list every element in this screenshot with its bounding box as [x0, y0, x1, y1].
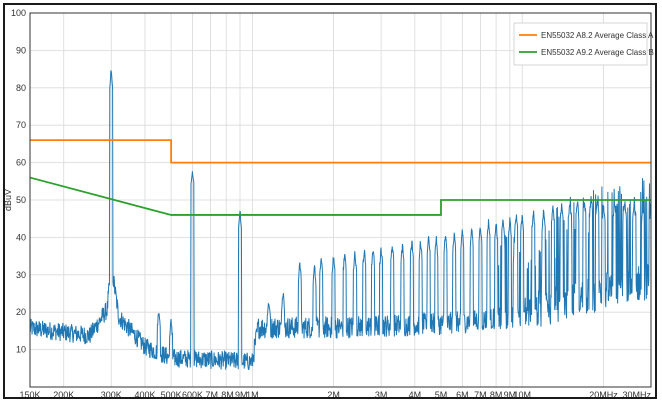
y-tick-label: 50: [16, 195, 26, 205]
x-tick-label: 1M: [246, 390, 259, 397]
y-tick-label: 40: [16, 232, 26, 242]
y-tick-label: 70: [16, 120, 26, 130]
x-tick-label: 2M: [327, 390, 340, 397]
y-tick-label: 20: [16, 307, 26, 317]
x-tick-label: .9M: [232, 390, 247, 397]
x-tick-label: 9M: [504, 390, 517, 397]
limit-lines: [29, 139, 651, 216]
y-tick-label: 90: [16, 45, 26, 55]
x-tick-label: 7M: [474, 390, 487, 397]
y-tick-label: 100: [11, 8, 26, 18]
x-tick-label: 10M: [513, 390, 531, 397]
measurement-trace: [29, 70, 652, 371]
x-tick-label: 8M: [490, 390, 503, 397]
limit-line-class-b: [29, 176, 651, 216]
plot-border: [29, 12, 652, 388]
emission-chart: 10 20 30 40 50 60 70 80 90 100 150K 200K 300K 400K 500…: [5, 8, 654, 397]
x-tick-label: 4M: [409, 390, 422, 397]
y-tick-label: 10: [16, 345, 26, 355]
x-tick-label: 300K: [101, 390, 122, 397]
limit-line-class-a: [30, 139, 651, 164]
legend: EN55032 A8.2 Average Class A EN55032 A9.…: [513, 22, 654, 66]
measurement-series: [29, 70, 652, 371]
chart-frame: 10 20 30 40 50 60 70 80 90 100 150K 200K 300K 400K 500…: [3, 3, 657, 399]
legend-box: [513, 22, 648, 66]
x-tick-label: .8M: [219, 390, 234, 397]
x-tick-label: 600K: [182, 390, 203, 397]
x-tick-label: 20MHz: [589, 390, 618, 397]
x-tick-label: 150K: [19, 390, 40, 397]
y-tick-label: 80: [16, 83, 26, 93]
tick-labels: 10 20 30 40 50 60 70 80 90 100 150K 200K 300K 400K 500…: [11, 8, 652, 397]
x-tick-label: 3M: [375, 390, 388, 397]
legend-label-class-a: EN55032 A8.2 Average Class A: [541, 31, 654, 40]
y-tick-label: 30: [16, 270, 26, 280]
x-tick-label: 6M: [456, 390, 469, 397]
x-tick-label: 5M: [435, 390, 448, 397]
y-axis-label: dBuV: [5, 189, 13, 211]
x-tick-label: .7M: [203, 390, 218, 397]
y-tick-label: 60: [16, 158, 26, 168]
legend-label-class-b: EN55032 A9.2 Average Class B: [541, 48, 654, 57]
x-tick-label: 200K: [53, 390, 74, 397]
x-tick-label: 400K: [134, 390, 155, 397]
x-tick-label: 500K: [161, 390, 182, 397]
x-tick-label: 30MHz: [622, 390, 651, 397]
